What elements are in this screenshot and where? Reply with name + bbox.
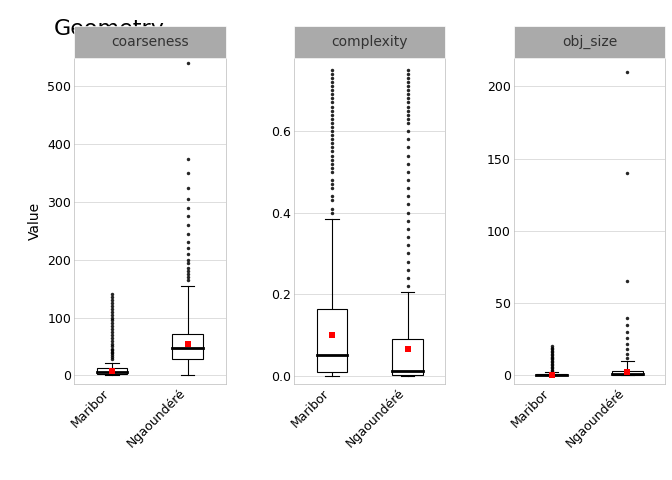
Text: coarseness: coarseness [111,35,189,49]
Text: complexity: complexity [331,35,408,49]
Bar [97,369,127,374]
Bar [173,334,203,359]
Bar [536,374,566,375]
Bar [392,339,423,374]
Text: Geometry: Geometry [54,19,165,39]
Bar [317,309,347,372]
Bar [612,371,642,375]
Text: obj_size: obj_size [562,35,617,49]
Y-axis label: Value: Value [28,202,42,240]
